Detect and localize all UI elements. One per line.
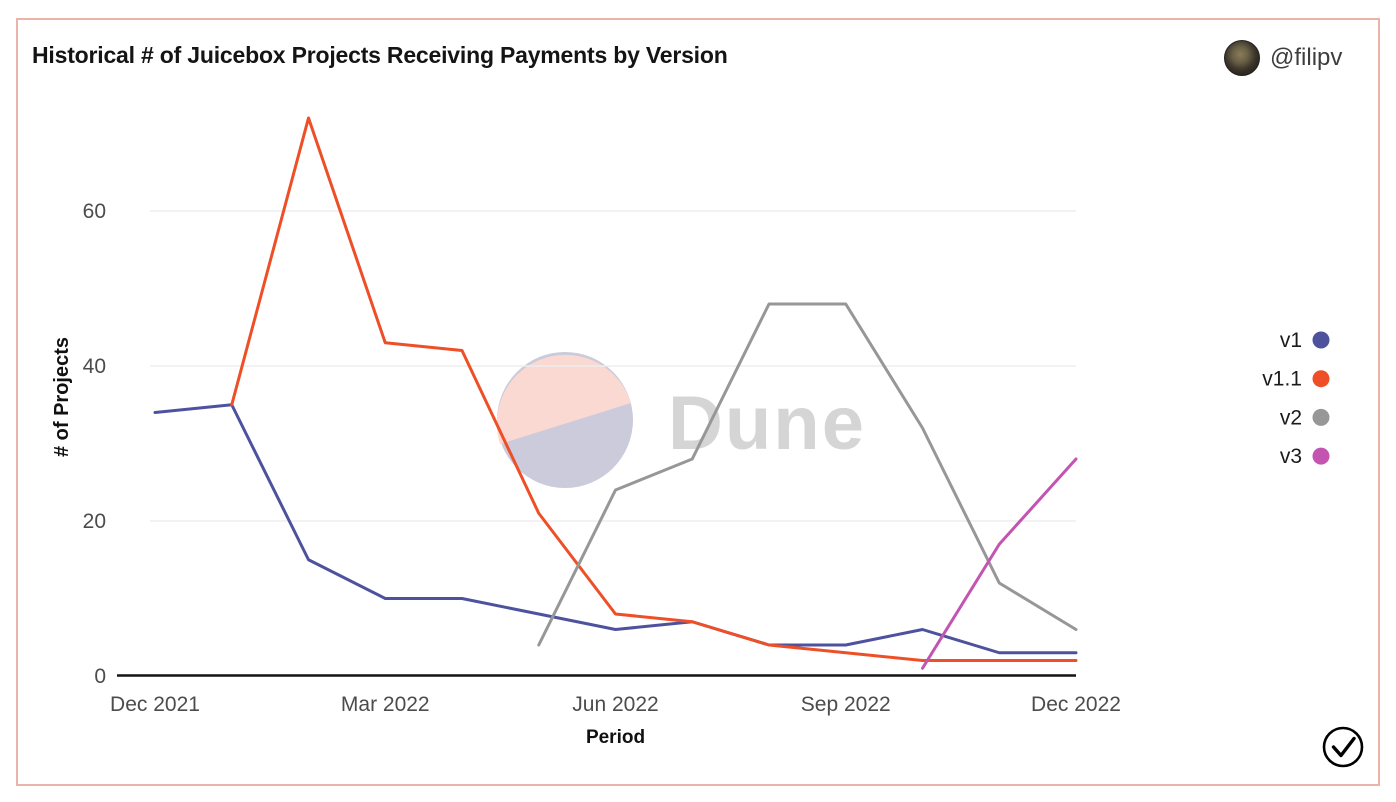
legend-label-v3: v3: [1280, 445, 1302, 468]
ytick-20: 20: [83, 510, 106, 533]
x-axis-label: Period: [586, 727, 645, 748]
legend-item-v3[interactable]: v3: [1280, 445, 1330, 468]
xtick-sep-2022: Sep 2022: [801, 693, 891, 716]
author-block[interactable]: @filipv: [1224, 40, 1342, 76]
series-line-v1: [153, 403, 1078, 655]
watermark-circle-top: [496, 354, 631, 444]
legend-item-v1.1[interactable]: v1.1: [1262, 368, 1330, 391]
xtick-dec-2021: Dec 2021: [110, 693, 200, 716]
legend-label-v2: v2: [1280, 406, 1302, 429]
xtick-mar-2022: Mar 2022: [341, 693, 430, 716]
legend-label-v1.1: v1.1: [1262, 368, 1302, 391]
legend-label-v1: v1: [1280, 329, 1302, 352]
legend-item-v2[interactable]: v2: [1280, 406, 1330, 429]
series-line-v3: [921, 457, 1078, 670]
card-border: [16, 18, 1380, 786]
legend-item-v1[interactable]: v1: [1280, 329, 1330, 352]
xtick-jun-2022: Jun 2022: [572, 693, 658, 716]
series-line-v2: [537, 302, 1078, 647]
avatar[interactable]: [1224, 40, 1260, 76]
ytick-60: 60: [83, 200, 106, 223]
author-handle[interactable]: @filipv: [1270, 44, 1343, 71]
xtick-dec-2022: Dec 2022: [1031, 693, 1121, 716]
y-axis-label: # of Projects: [51, 337, 73, 457]
ytick-40: 40: [83, 355, 106, 378]
ytick-0: 0: [94, 665, 106, 688]
series-line-v1.1: [230, 116, 1078, 662]
chart-title: Historical # of Juicebox Projects Receiv…: [32, 42, 728, 68]
legend-dot-v1.1: [1312, 370, 1330, 388]
legend-dot-v1: [1312, 331, 1330, 349]
watermark-text: Dune: [668, 381, 866, 466]
legend-dot-v3: [1312, 447, 1330, 465]
legend-dot-v2: [1312, 408, 1330, 426]
